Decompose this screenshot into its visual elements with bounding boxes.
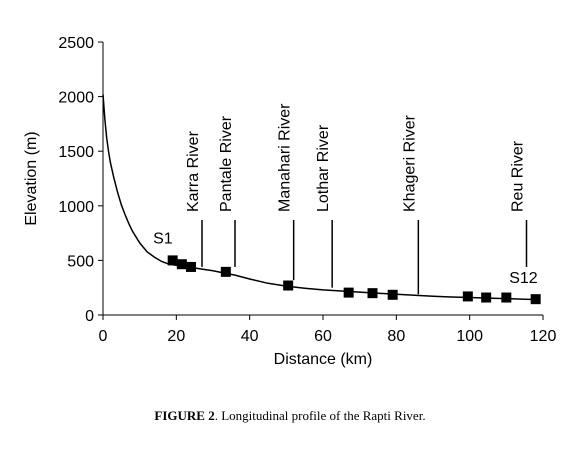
elevation-profile-chart: 0 500 1000 1500 2000 2500 Elevation (m) 0 20 40… (23, 35, 557, 368)
y-tick-label: 1500 (58, 144, 94, 161)
site-marker (462, 291, 473, 302)
site-marker (481, 292, 492, 303)
site-marker (343, 287, 354, 298)
x-axis: 0 20 40 60 80 100 120 Distance (km) (99, 314, 557, 368)
y-tick-label: 2000 (58, 90, 94, 107)
y-tick-label: 1000 (58, 199, 94, 216)
tributary-label: Manahari River (277, 103, 294, 212)
site-label: S12 (509, 270, 538, 287)
site-marker (283, 280, 294, 291)
tributary-label: Reu River (510, 140, 527, 212)
site-labels: S1 S12 (153, 230, 538, 287)
site-marker (501, 292, 512, 303)
x-tick-label: 100 (456, 328, 483, 345)
tributary-label: Lothar River (315, 124, 332, 212)
tributary-label: Khageri River (401, 114, 418, 212)
figure-caption: FIGURE 2. Longitudinal profile of the Ra… (0, 408, 580, 424)
figure-caption-label: FIGURE 2 (154, 408, 215, 423)
site-label: S1 (153, 230, 173, 247)
x-tick-label: 120 (530, 328, 557, 345)
x-axis-label: Distance (km) (274, 351, 373, 368)
site-markers (167, 255, 541, 305)
x-tick-label: 40 (241, 328, 259, 345)
y-tick-label: 0 (85, 308, 94, 325)
y-tick-label: 2500 (58, 35, 94, 52)
y-axis: 0 500 1000 1500 2000 2500 Elevation (m) (23, 35, 104, 325)
tributary-label: Pantale River (218, 115, 235, 212)
y-ticks: 0 500 1000 1500 2000 2500 (58, 35, 103, 325)
site-marker (186, 261, 196, 272)
y-tick-label: 500 (67, 253, 94, 270)
site-marker (530, 294, 541, 305)
site-marker (367, 288, 378, 299)
x-tick-label: 20 (167, 328, 185, 345)
profile-line (102, 94, 536, 301)
figure-caption-text: . Longitudinal profile of the Rapti Rive… (214, 408, 426, 423)
y-axis-label: Elevation (m) (23, 131, 40, 225)
site-marker (387, 289, 398, 300)
site-marker (176, 259, 187, 270)
site-marker (220, 266, 231, 277)
tributary-markers: Karra River Pantale River Manahari River Lo… (185, 103, 528, 295)
site-marker (167, 255, 178, 266)
x-tick-label: 80 (387, 328, 405, 345)
x-ticks: 0 20 40 60 80 100 120 (99, 315, 557, 345)
x-tick-label: 60 (314, 328, 332, 345)
x-tick-label: 0 (99, 328, 108, 345)
tributary-label: Karra River (185, 130, 202, 212)
